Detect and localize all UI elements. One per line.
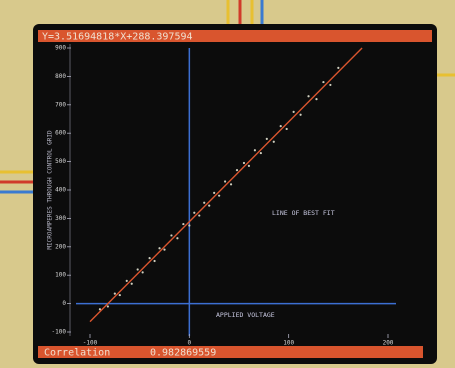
annotation: LINE OF BEST FIT xyxy=(272,209,335,217)
point xyxy=(182,223,184,225)
x-axis-label: APPLIED VOLTAGE xyxy=(216,311,275,319)
y-tick-label: 300 xyxy=(55,215,66,222)
point xyxy=(260,152,262,154)
y-tick-label: 0 xyxy=(62,300,66,307)
point xyxy=(126,280,128,282)
point xyxy=(293,111,295,113)
y-tick-label: 500 xyxy=(55,158,66,165)
point xyxy=(307,95,309,97)
y-tick-label: 700 xyxy=(55,101,66,108)
point xyxy=(243,162,245,164)
point xyxy=(213,192,215,194)
y-tick-label: 600 xyxy=(55,130,66,137)
point xyxy=(286,128,288,130)
y-tick-label: -100 xyxy=(52,329,67,336)
point xyxy=(119,294,121,296)
point xyxy=(198,214,200,216)
point xyxy=(280,125,282,127)
point xyxy=(224,180,226,182)
point xyxy=(248,165,250,167)
point xyxy=(114,293,116,295)
point xyxy=(203,202,205,204)
point xyxy=(153,260,155,262)
point xyxy=(176,237,178,239)
page: {"chart_data": {"type": "scatter", "fit"… xyxy=(0,0,455,368)
point xyxy=(158,247,160,249)
y-tick-label: 900 xyxy=(55,45,66,52)
point xyxy=(188,224,190,226)
y-tick-label: 400 xyxy=(55,187,66,194)
point xyxy=(273,141,275,143)
point xyxy=(299,114,301,116)
point xyxy=(107,305,109,307)
point xyxy=(236,169,238,171)
chart: Y=3.51694818*X+288.397594 Correlation 0.… xyxy=(0,0,455,368)
point xyxy=(137,268,139,270)
point xyxy=(329,84,331,86)
point xyxy=(218,195,220,197)
fit-equation: Y=3.51694818*X+288.397594 xyxy=(42,32,193,43)
point xyxy=(142,271,144,273)
point xyxy=(131,283,133,285)
point xyxy=(337,67,339,69)
x-tick-label: -100 xyxy=(83,340,98,347)
correlation-label: Correlation xyxy=(44,348,110,359)
point xyxy=(163,249,165,251)
point xyxy=(149,257,151,259)
point xyxy=(315,98,317,100)
x-tick-label: 100 xyxy=(283,340,294,347)
point xyxy=(266,138,268,140)
point xyxy=(254,149,256,151)
point xyxy=(208,205,210,207)
y-tick-label: 200 xyxy=(55,243,66,250)
point xyxy=(193,212,195,214)
y-tick-label: 800 xyxy=(55,73,66,80)
point xyxy=(170,234,172,236)
y-tick-label: 100 xyxy=(55,272,66,279)
y-axis-label: MICROAMPERES THROUGH CONTROL GRID xyxy=(47,130,54,250)
x-tick-label: 200 xyxy=(383,340,394,347)
x-tick-label: 0 xyxy=(188,340,192,347)
point xyxy=(322,81,324,83)
correlation-value: 0.982869559 xyxy=(150,348,216,359)
point xyxy=(230,183,232,185)
